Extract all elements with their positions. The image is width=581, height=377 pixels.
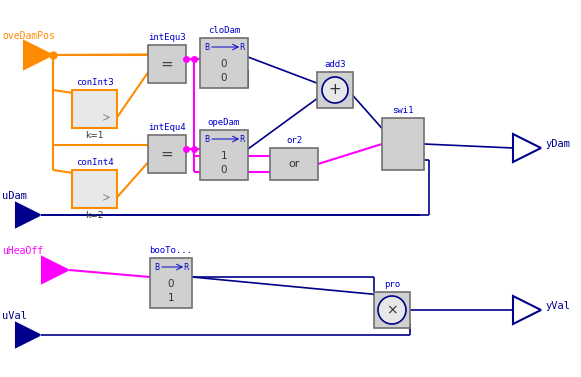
Circle shape <box>378 296 406 324</box>
Bar <box>200 38 248 88</box>
Text: add3: add3 <box>324 60 346 69</box>
Text: uDam: uDam <box>2 191 27 201</box>
Text: B: B <box>204 43 209 52</box>
Bar <box>270 148 318 180</box>
Text: 0: 0 <box>221 73 227 83</box>
Text: oveDamPos: oveDamPos <box>2 31 55 41</box>
Bar <box>148 135 186 173</box>
Text: yVal: yVal <box>545 301 570 311</box>
Text: 0: 0 <box>221 165 227 175</box>
Text: or2: or2 <box>286 136 302 145</box>
Text: 0: 0 <box>168 279 174 289</box>
Text: R: R <box>239 135 245 144</box>
Text: intEqu4: intEqu4 <box>148 123 186 132</box>
Text: ×: × <box>386 303 398 317</box>
Text: uHeaOff: uHeaOff <box>2 246 43 256</box>
Polygon shape <box>24 41 52 69</box>
Text: R: R <box>239 43 245 52</box>
Text: k=1: k=1 <box>85 131 104 140</box>
Circle shape <box>322 77 348 103</box>
Text: yDam: yDam <box>545 139 570 149</box>
Bar <box>374 292 410 328</box>
Text: pro: pro <box>384 280 400 289</box>
Polygon shape <box>16 203 40 227</box>
Text: cloDam: cloDam <box>208 26 240 35</box>
Text: intEqu3: intEqu3 <box>148 33 186 42</box>
Text: B: B <box>154 262 159 271</box>
Polygon shape <box>513 296 541 324</box>
Bar <box>200 130 248 180</box>
Text: =: = <box>160 147 173 161</box>
Text: conInt4: conInt4 <box>76 158 113 167</box>
Text: conInt3: conInt3 <box>76 78 113 87</box>
Bar <box>317 72 353 108</box>
Bar <box>150 258 192 308</box>
Text: k=2: k=2 <box>85 211 103 220</box>
Bar <box>72 170 117 208</box>
Text: R: R <box>184 262 189 271</box>
Text: 1: 1 <box>168 293 174 303</box>
Polygon shape <box>16 323 40 347</box>
Text: 1: 1 <box>221 151 227 161</box>
Text: uVal: uVal <box>2 311 27 321</box>
Polygon shape <box>513 134 541 162</box>
Text: +: + <box>329 83 342 98</box>
Text: opeDam: opeDam <box>208 118 240 127</box>
Bar <box>382 118 424 170</box>
Bar <box>148 45 186 83</box>
Text: =: = <box>160 57 173 72</box>
Text: 0: 0 <box>221 59 227 69</box>
Text: B: B <box>204 135 209 144</box>
Polygon shape <box>42 257 68 283</box>
Text: swi1: swi1 <box>392 106 414 115</box>
Text: or: or <box>288 159 300 169</box>
Bar <box>72 90 117 128</box>
Text: booTo...: booTo... <box>149 246 192 255</box>
